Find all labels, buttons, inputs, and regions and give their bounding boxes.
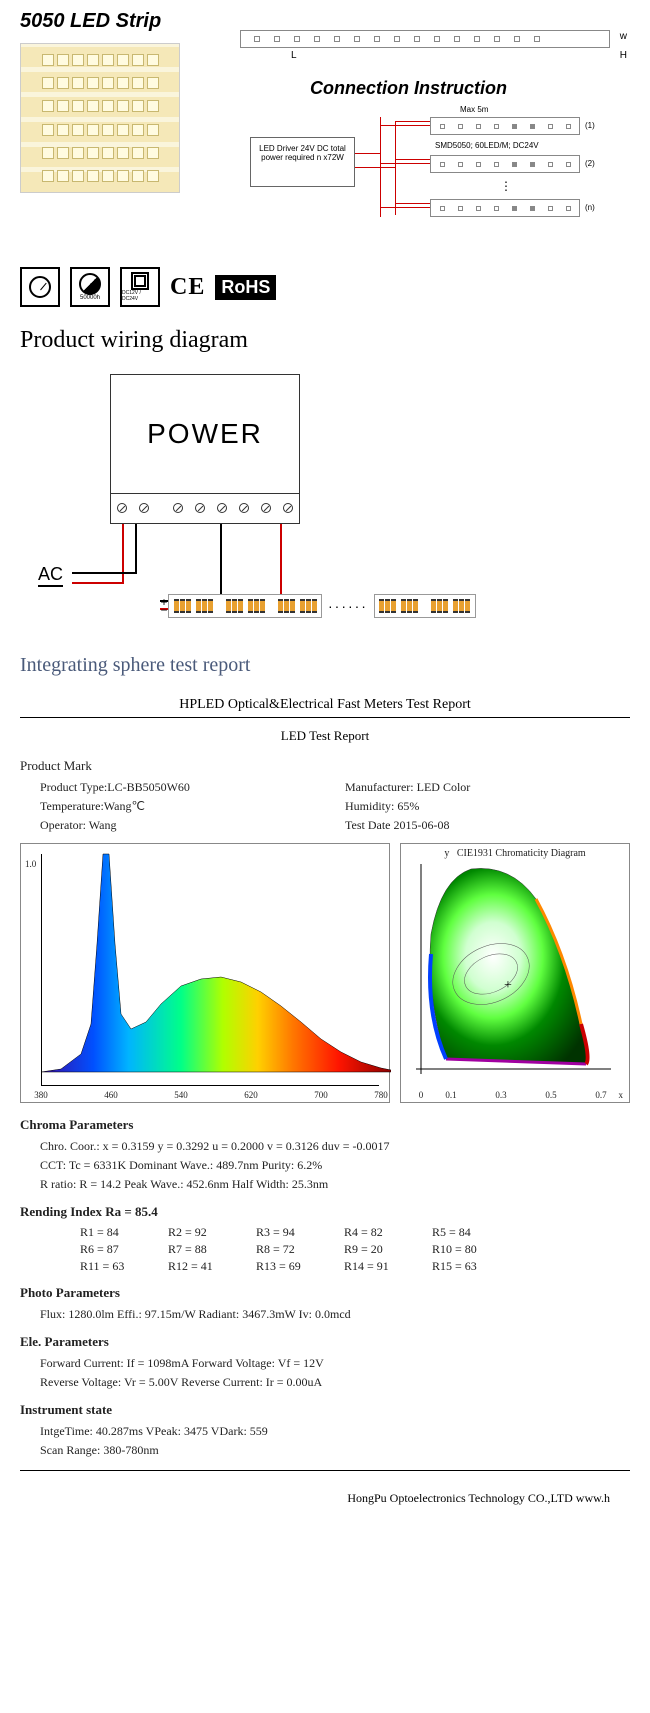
mark-left-1: Temperature:Wang℃ (20, 797, 325, 816)
cie-y-label: y (444, 848, 449, 859)
rending-grid: R1 = 84R2 = 92R3 = 94R4 = 82R5 = 84 R6 =… (20, 1224, 630, 1275)
chroma-2: R ratio: R = 14.2 Peak Wave.: 452.6nm Ha… (20, 1175, 630, 1194)
mark-right-0: Manufacturer: LED Color (325, 778, 630, 797)
dim-l: L (291, 50, 297, 61)
cie-chart: y CIE1931 Chromaticity Diagram + (400, 843, 630, 1103)
diagram-column: w L H Connection Instruction LED Driver … (240, 10, 630, 247)
cie-x-label: x (619, 1090, 624, 1100)
instrument-title: Instrument state (20, 1402, 630, 1418)
chroma-title: Chroma Parameters (20, 1117, 630, 1133)
voltage-text: DC12V / DC24V (122, 290, 158, 302)
chroma-0: Chro. Coor.: x = 0.3159 y = 0.3292 u = 0… (20, 1137, 630, 1156)
mark-right-col: Manufacturer: LED Color Humidity: 65% Te… (325, 778, 630, 835)
ele-title: Ele. Parameters (20, 1334, 630, 1350)
cie-x-0: 0 (419, 1090, 424, 1100)
strip-dimension-diagram: w L H (240, 30, 610, 48)
spectrum-curve (41, 844, 391, 1088)
report-footer: HongPu Optoelectronics Technology CO.,LT… (20, 1470, 630, 1516)
inst-0: IntgeTime: 40.287ms VPeak: 3475 VDark: 5… (20, 1422, 630, 1441)
spec-x-0: 380 (34, 1090, 48, 1100)
photo-line: Flux: 1280.0lm Effi.: 97.15m/W Radiant: … (20, 1305, 630, 1324)
led-strip-photo (20, 43, 180, 193)
mark-left-2: Operator: Wang (20, 816, 325, 835)
cie-x-4: 0.7 (595, 1090, 606, 1100)
header-section: 5050 LED Strip w L H Connection Instruct… (0, 0, 650, 252)
dim-h: H (620, 50, 627, 61)
spectrum-chart: 1.0 380 460 540 620 700 780 (20, 843, 390, 1103)
report-header: HPLED Optical&Electrical Fast Meters Tes… (0, 697, 650, 713)
hours-icon: 50000h (70, 267, 110, 307)
spec-x-2: 540 (174, 1090, 188, 1100)
power-label: POWER (111, 375, 299, 493)
rohs-mark: RoHS (215, 275, 276, 300)
seg-label-n: (n) (585, 203, 595, 212)
strip-seg-1 (430, 117, 580, 135)
cie-x-2: 0.3 (495, 1090, 506, 1100)
ele-0: Forward Current: If = 1098mA Forward Vol… (20, 1354, 630, 1373)
voltage-icon: DC12V / DC24V (120, 267, 160, 307)
spec-x-3: 620 (244, 1090, 258, 1100)
dots-icon: ⋮ (500, 179, 512, 193)
continuation-dots: ······ (322, 598, 374, 614)
wiring-title: Product wiring diagram (0, 317, 650, 364)
mark-right-2: Test Date 2015-06-08 (325, 816, 630, 835)
seg-label-2: (2) (585, 159, 595, 168)
dimmable-icon (20, 267, 60, 307)
rending-title: Rending Index Ra = 85.4 (20, 1204, 630, 1220)
spec-x-4: 700 (314, 1090, 328, 1100)
ele-1: Reverse Voltage: Vr = 5.00V Reverse Curr… (20, 1373, 630, 1392)
cie-x-1: 0.1 (445, 1090, 456, 1100)
mark-left-0: Product Type:LC-BB5050W60 (20, 778, 325, 797)
title-column: 5050 LED Strip (20, 10, 220, 247)
photo-title: Photo Parameters (20, 1285, 630, 1301)
strip-seg-n (430, 199, 580, 217)
mark-left-col: Product Type:LC-BB5050W60 Temperature:Wa… (20, 778, 325, 835)
cie-x-3: 0.5 (545, 1090, 556, 1100)
wiring-diagram: POWER AC +− ······ (20, 364, 630, 624)
connection-title: Connection Instruction (310, 78, 630, 99)
spectrum-y-1: 1.0 (25, 859, 36, 869)
inst-1: Scan Range: 380-780nm (20, 1441, 630, 1460)
cie-title: CIE1931 Chromaticity Diagram (457, 848, 586, 859)
seg-label-1: (1) (585, 121, 595, 130)
spec-x-5: 780 (374, 1090, 388, 1100)
mark-right-1: Humidity: 65% (325, 797, 630, 816)
report-body: Product Mark Product Type:LC-BB5050W60 T… (0, 758, 650, 1460)
report-section-title: Integrating sphere test report (0, 624, 650, 697)
ac-label: AC (38, 564, 63, 587)
dim-w: w (620, 31, 627, 42)
driver-box: LED Driver 24V DC total power required n… (250, 137, 355, 187)
power-terminals (111, 493, 299, 523)
max-label: Max 5m (460, 105, 488, 114)
product-mark-title: Product Mark (20, 758, 630, 774)
connection-diagram: LED Driver 24V DC total power required n… (250, 107, 630, 247)
power-box: POWER (110, 374, 300, 524)
certification-icons: 50000h DC12V / DC24V CE RoHS (0, 252, 650, 317)
hours-text: 50000h (80, 295, 100, 301)
ce-mark: CE (170, 274, 205, 301)
strip-spec: SMD5050; 60LED/M; DC24V (435, 141, 539, 150)
spec-x-1: 460 (104, 1090, 118, 1100)
svg-text:+: + (504, 978, 512, 993)
report-subtitle: LED Test Report (0, 722, 650, 750)
product-title: 5050 LED Strip (20, 10, 220, 33)
chroma-1: CCT: Tc = 6331K Dominant Wave.: 489.7nm … (20, 1156, 630, 1175)
cie-diagram: + (416, 864, 616, 1084)
strip-seg-2 (430, 155, 580, 173)
output-strip: +− ······ (160, 594, 630, 618)
